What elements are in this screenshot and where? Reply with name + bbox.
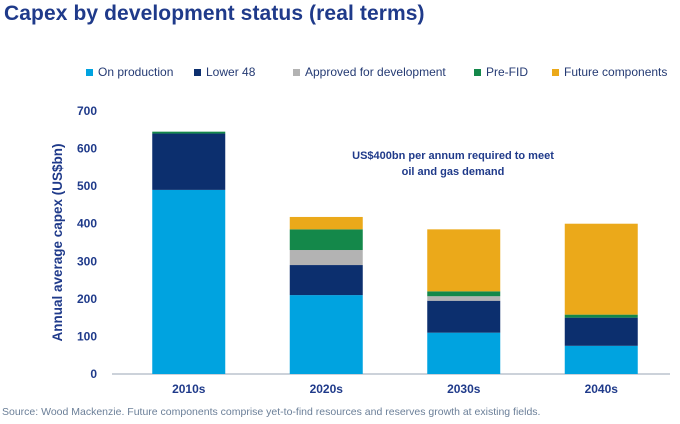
y-axis-label: Annual average capex (US$bn) [50,143,65,341]
legend-item: Pre-FID [474,64,528,80]
legend-item: Approved for development [293,64,446,80]
bar-segment [564,314,638,318]
legend-swatch [552,68,559,76]
y-tick-label: 700 [77,104,97,118]
y-tick-label: 600 [77,142,97,156]
legend-label: On production [98,65,174,79]
chart-legend: On production Lower 48 Approved for develo… [0,64,680,80]
bar-segment [427,296,501,301]
source-note: Source: Wood Mackenzie. Future component… [2,406,541,418]
bar-segment [427,291,501,297]
y-tick-label: 100 [77,329,97,343]
x-tick-label: 2040s [585,382,619,396]
bar-segment [289,250,363,266]
chart-title: Capex by development status (real terms) [4,2,425,25]
y-tick-label: 500 [77,179,97,193]
y-tick-label: 400 [77,217,97,231]
x-tick-label: 2030s [447,382,481,396]
legend-label: Approved for development [305,65,446,79]
bar-segment [152,133,226,190]
bar-segment [152,131,226,134]
x-tick-label: 2020s [310,382,344,396]
bar-segment [564,345,638,374]
legend-label: Pre-FID [486,65,528,79]
annotation-line-1: US$400bn per annum required to meet [352,150,554,162]
x-tick-label: 2010s [172,382,206,396]
legend-label: Lower 48 [206,65,256,79]
legend-item: Lower 48 [194,64,255,80]
legend-item: On production [86,64,173,80]
y-tick-label: 0 [90,367,97,381]
y-tick-label: 200 [77,292,97,306]
legend-item: Future components [552,64,667,80]
bar-segment [427,300,501,333]
bar-segment [427,229,501,292]
legend-swatch [194,68,201,76]
bar-segment [289,216,363,230]
legend-swatch [293,68,300,76]
legend-label: Future components [564,65,668,79]
bar-segment [152,189,226,374]
y-tick-label: 300 [77,254,97,268]
bar-segment [289,265,363,296]
legend-swatch [474,68,481,76]
bar-segment [289,295,363,374]
bar-segment [564,317,638,346]
annotation-line-2: oil and gas demand [402,166,505,178]
bar-segment [564,223,638,315]
legend-swatch [86,68,93,76]
bar-segment [289,229,363,251]
bar-segment [427,332,501,374]
